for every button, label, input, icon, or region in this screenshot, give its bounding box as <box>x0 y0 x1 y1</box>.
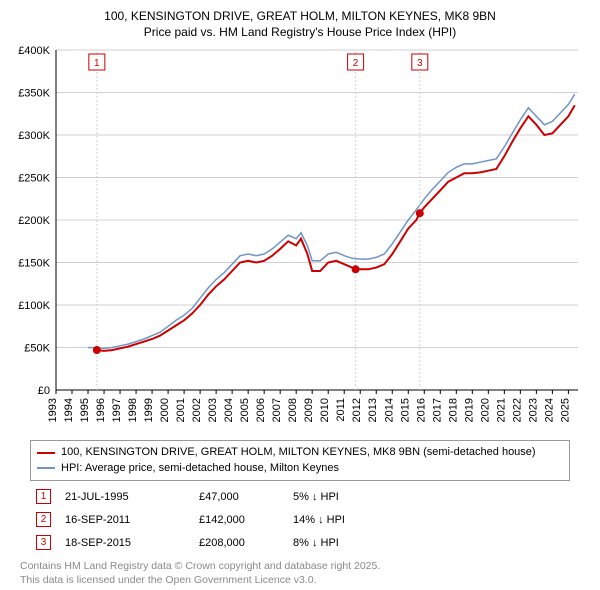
title-line-2: Price paid vs. HM Land Registry's House … <box>144 25 456 39</box>
svg-text:2019: 2019 <box>463 398 475 422</box>
svg-text:2022: 2022 <box>511 398 523 422</box>
legend-label-hpi: HPI: Average price, semi-detached house,… <box>61 461 339 476</box>
legend-row-subject: 100, KENSINGTON DRIVE, GREAT HOLM, MILTO… <box>37 445 563 460</box>
svg-text:2002: 2002 <box>191 398 203 422</box>
sales-row: 1 21-JUL-1995 £47,000 5% ↓ HPI <box>36 485 590 508</box>
sale-marker-box: 1 <box>36 489 51 504</box>
legend-label-subject: 100, KENSINGTON DRIVE, GREAT HOLM, MILTO… <box>61 445 536 460</box>
svg-text:2004: 2004 <box>223 398 235 422</box>
chart-title: 100, KENSINGTON DRIVE, GREAT HOLM, MILTO… <box>10 8 590 40</box>
footer: Contains HM Land Registry data © Crown c… <box>20 560 590 587</box>
sale-marker-box: 3 <box>36 535 51 550</box>
legend-swatch-subject <box>37 452 55 454</box>
svg-text:£400K: £400K <box>18 45 50 57</box>
title-line-1: 100, KENSINGTON DRIVE, GREAT HOLM, MILTO… <box>104 9 496 23</box>
sale-price: £142,000 <box>199 514 279 526</box>
sale-hpi-delta: 5% ↓ HPI <box>293 491 393 503</box>
footer-line-1: Contains HM Land Registry data © Crown c… <box>20 560 380 572</box>
svg-text:3: 3 <box>417 58 423 69</box>
svg-text:£300K: £300K <box>18 130 50 142</box>
svg-text:2010: 2010 <box>319 398 331 422</box>
svg-text:2011: 2011 <box>335 398 347 422</box>
svg-text:2009: 2009 <box>303 398 315 422</box>
sale-hpi-delta: 8% ↓ HPI <box>293 537 393 549</box>
sales-table: 1 21-JUL-1995 £47,000 5% ↓ HPI 2 16-SEP-2011 £… <box>36 485 590 554</box>
svg-text:1998: 1998 <box>127 398 139 422</box>
svg-text:2014: 2014 <box>383 398 395 422</box>
svg-text:1: 1 <box>94 58 100 69</box>
svg-text:2018: 2018 <box>447 398 459 422</box>
svg-text:£250K: £250K <box>18 173 50 185</box>
svg-text:2016: 2016 <box>415 398 427 422</box>
svg-text:£50K: £50K <box>24 343 50 355</box>
sale-hpi-delta: 14% ↓ HPI <box>293 514 393 526</box>
svg-text:2020: 2020 <box>479 398 491 422</box>
svg-text:2005: 2005 <box>239 398 251 422</box>
sales-row: 3 18-SEP-2015 £208,000 8% ↓ HPI <box>36 531 590 554</box>
chart-svg: £0 £50K £100K £150K £200K £250K £300K £350K £400… <box>10 44 590 434</box>
svg-text:2006: 2006 <box>255 398 267 422</box>
svg-text:2008: 2008 <box>287 398 299 422</box>
svg-text:1993: 1993 <box>47 398 59 422</box>
sale-date: 16-SEP-2011 <box>65 514 185 526</box>
svg-text:1996: 1996 <box>95 398 107 422</box>
svg-text:2015: 2015 <box>399 398 411 422</box>
price-chart: £0 £50K £100K £150K £200K £250K £300K £350K £400… <box>10 44 590 434</box>
svg-text:2: 2 <box>353 58 359 69</box>
svg-text:2023: 2023 <box>527 398 539 422</box>
svg-text:2024: 2024 <box>543 398 555 422</box>
footer-line-2: This data is licensed under the Open Gov… <box>20 574 317 586</box>
svg-text:£0: £0 <box>38 385 50 397</box>
svg-text:2017: 2017 <box>431 398 443 422</box>
legend-swatch-hpi <box>37 467 55 469</box>
svg-text:2012: 2012 <box>351 398 363 422</box>
svg-text:2007: 2007 <box>271 398 283 422</box>
sale-date: 18-SEP-2015 <box>65 537 185 549</box>
svg-text:£100K: £100K <box>18 300 50 312</box>
sale-date: 21-JUL-1995 <box>65 491 185 503</box>
legend: 100, KENSINGTON DRIVE, GREAT HOLM, MILTO… <box>30 440 570 481</box>
svg-text:1995: 1995 <box>79 398 91 422</box>
svg-text:£200K: £200K <box>18 215 50 227</box>
svg-text:2021: 2021 <box>495 398 507 422</box>
sale-price: £208,000 <box>199 537 279 549</box>
sales-row: 2 16-SEP-2011 £142,000 14% ↓ HPI <box>36 508 590 531</box>
svg-text:2000: 2000 <box>159 398 171 422</box>
svg-text:2025: 2025 <box>559 398 571 422</box>
svg-text:2003: 2003 <box>207 398 219 422</box>
svg-text:2001: 2001 <box>175 398 187 422</box>
sale-price: £47,000 <box>199 491 279 503</box>
svg-text:1994: 1994 <box>63 398 75 422</box>
svg-text:1999: 1999 <box>143 398 155 422</box>
legend-row-hpi: HPI: Average price, semi-detached house,… <box>37 461 563 476</box>
svg-text:£350K: £350K <box>18 88 50 100</box>
svg-text:1997: 1997 <box>111 398 123 422</box>
svg-text:£150K: £150K <box>18 258 50 270</box>
svg-text:2013: 2013 <box>367 398 379 422</box>
sale-marker-box: 2 <box>36 512 51 527</box>
